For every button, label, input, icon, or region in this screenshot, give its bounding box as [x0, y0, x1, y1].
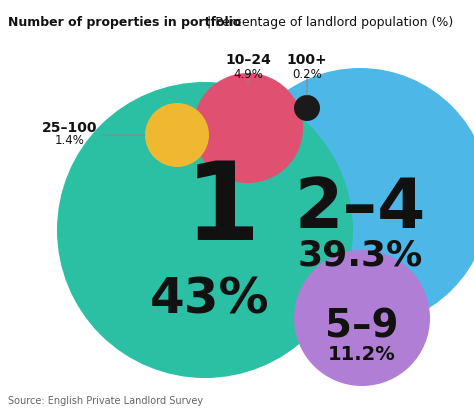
Text: Number of properties in portfolio: Number of properties in portfolio [8, 16, 241, 29]
Text: 39.3%: 39.3% [297, 239, 423, 273]
Circle shape [294, 250, 430, 386]
Text: 10–24: 10–24 [225, 53, 271, 67]
Circle shape [57, 82, 353, 378]
Text: 4.9%: 4.9% [233, 67, 263, 81]
Text: 5–9: 5–9 [325, 307, 399, 345]
Text: 25–100: 25–100 [42, 121, 98, 135]
Circle shape [145, 103, 209, 167]
Text: 1: 1 [185, 157, 261, 263]
Text: Source: English Private Landlord Survey: Source: English Private Landlord Survey [8, 396, 203, 406]
Text: 100+: 100+ [287, 53, 328, 67]
Text: 43%: 43% [150, 276, 270, 324]
Text: 0.2%: 0.2% [292, 67, 322, 81]
Circle shape [193, 73, 303, 183]
Text: 11.2%: 11.2% [328, 344, 396, 364]
Text: | Percentage of landlord population (%): | Percentage of landlord population (%) [203, 16, 453, 29]
Text: 2–4: 2–4 [294, 174, 426, 242]
Text: 1.4%: 1.4% [55, 134, 85, 148]
Circle shape [294, 95, 320, 121]
Circle shape [230, 68, 474, 328]
